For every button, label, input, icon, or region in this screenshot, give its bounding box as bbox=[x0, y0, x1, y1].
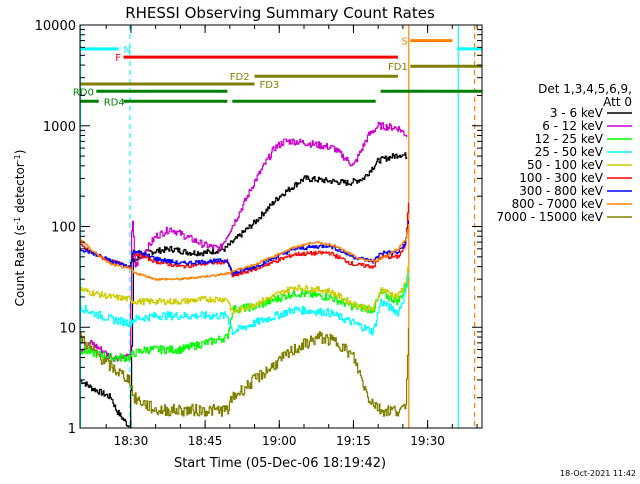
legend-label-2: 12 - 25 keV bbox=[535, 132, 604, 146]
y-axis-label-sup1: -1 bbox=[13, 217, 22, 225]
y-axis-label-sup2: -1 bbox=[13, 154, 22, 162]
series-line-0 bbox=[80, 152, 408, 428]
y-axis-label-main: Count Rate (s bbox=[13, 225, 27, 307]
legend-label-4: 50 - 100 keV bbox=[527, 158, 604, 172]
legend-label-0: 3 - 6 keV bbox=[550, 106, 604, 120]
flag-label-fd1: FD1 bbox=[388, 62, 408, 73]
x-tick-label-3: 19:15 bbox=[336, 434, 371, 448]
footer-timestamp: 18-Oct-2021 11:42 bbox=[560, 469, 636, 478]
chart-title: RHESSI Observing Summary Count Rates bbox=[125, 4, 435, 22]
series-line-3 bbox=[80, 272, 409, 336]
flag-label-fd3: FD3 bbox=[259, 80, 279, 91]
legend-title: Det 1,3,4,5,6,9, bbox=[538, 82, 632, 96]
flag-label-f: F bbox=[115, 53, 121, 64]
y-axis-label-mid: detector bbox=[13, 162, 27, 217]
x-tick-label-1: 18:45 bbox=[188, 434, 223, 448]
legend-label-5: 100 - 300 keV bbox=[519, 171, 603, 185]
y-tick-label-1: 10 bbox=[59, 321, 76, 336]
y-tick-label-0: 1 bbox=[68, 422, 76, 437]
legend-label-1: 6 - 12 keV bbox=[542, 119, 604, 133]
legend-label-6: 300 - 800 keV bbox=[519, 184, 603, 198]
y-tick-label-4: 10000 bbox=[35, 19, 76, 34]
series-line-2 bbox=[80, 271, 409, 363]
series-line-7 bbox=[80, 224, 409, 281]
series-line-6 bbox=[80, 220, 409, 276]
y-axis-label-end: ) bbox=[13, 150, 27, 155]
x-tick-label-0: 18:30 bbox=[114, 434, 149, 448]
legend-subtitle: Att 0 bbox=[603, 95, 632, 109]
x-axis-label: Start Time (05-Dec-06 18:19:42) bbox=[174, 456, 386, 471]
flag-label-s: S bbox=[401, 37, 407, 48]
series-line-4 bbox=[80, 263, 409, 314]
legend-label-7: 800 - 7000 keV bbox=[512, 197, 604, 211]
legend-label-3: 25 - 50 keV bbox=[535, 145, 604, 159]
x-tick-label-4: 19:30 bbox=[410, 434, 445, 448]
flag-label-fd2: FD2 bbox=[230, 72, 250, 83]
y-axis-label: Count Rate (s-1 detector-1) bbox=[13, 150, 28, 307]
plot-area bbox=[80, 25, 482, 428]
series-line-1 bbox=[80, 122, 408, 362]
flag-label-n: N bbox=[124, 45, 131, 56]
x-tick-label-2: 19:00 bbox=[262, 434, 297, 448]
flag-label-rd4: RD4 bbox=[104, 97, 125, 108]
legend-label-8: 7000 - 15000 keV bbox=[496, 210, 603, 224]
series-line-8 bbox=[80, 327, 409, 417]
y-tick-label-3: 1000 bbox=[43, 120, 76, 135]
flag-label-rd0: RD0 bbox=[73, 87, 94, 98]
plot-frame bbox=[79, 24, 483, 429]
y-tick-label-2: 100 bbox=[51, 221, 76, 236]
